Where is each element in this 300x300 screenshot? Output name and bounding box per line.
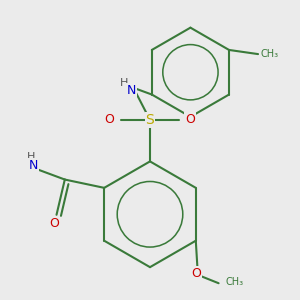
Text: CH₃: CH₃ <box>260 49 278 59</box>
Text: O: O <box>185 113 195 126</box>
Text: O: O <box>105 113 115 126</box>
Text: H: H <box>120 78 128 88</box>
Text: O: O <box>191 267 201 280</box>
Text: N: N <box>127 84 136 98</box>
Text: O: O <box>50 217 59 230</box>
Text: N: N <box>29 158 38 172</box>
Text: CH₃: CH₃ <box>226 277 244 287</box>
Text: H: H <box>26 152 35 162</box>
Text: S: S <box>146 113 154 127</box>
